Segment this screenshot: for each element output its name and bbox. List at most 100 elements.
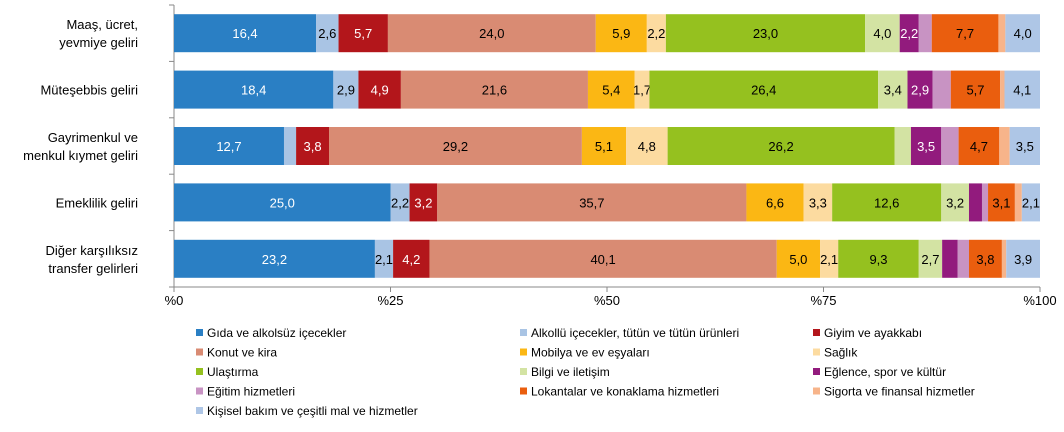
bar-segment bbox=[746, 183, 804, 222]
data-label: 2,1 bbox=[375, 252, 393, 267]
bar-segment bbox=[626, 127, 668, 165]
legend-label: Konut ve kira bbox=[207, 346, 277, 360]
legend-swatch bbox=[196, 329, 203, 336]
data-label: 12,6 bbox=[874, 195, 899, 210]
bar-segment bbox=[918, 14, 932, 53]
category-label-line: menkul kıymet geliri bbox=[23, 148, 138, 163]
bar-segment bbox=[838, 239, 919, 278]
data-label: 3,3 bbox=[809, 195, 827, 210]
legend-swatch bbox=[520, 387, 527, 395]
category-label-line: transfer gelirleri bbox=[48, 261, 138, 276]
legend-label: Sigorta ve finansal hizmetler bbox=[824, 385, 975, 399]
category-label: Gayrimenkul ve menkul kıymet geliri bbox=[23, 130, 138, 163]
category-label-line: yevmiye geliri bbox=[59, 35, 138, 50]
data-label: 4,9 bbox=[371, 83, 389, 98]
data-label: 2,9 bbox=[911, 83, 929, 98]
data-label: 40,1 bbox=[590, 252, 615, 267]
bar-segment bbox=[958, 127, 1000, 165]
data-label: 18,4 bbox=[241, 83, 266, 98]
data-label: 3,5 bbox=[1016, 139, 1034, 154]
category-label: Müteşebbis geliri bbox=[40, 83, 138, 98]
bar-segment bbox=[999, 127, 1010, 165]
bar-segment bbox=[968, 239, 1002, 278]
legend-label: Alkollü içecekler, tütün ve tütün ürünle… bbox=[531, 326, 739, 340]
data-label: 2,2 bbox=[647, 26, 665, 41]
bar-segment bbox=[941, 127, 959, 165]
legend-label: Eğitim hizmetleri bbox=[207, 385, 295, 399]
data-label: 2,1 bbox=[1022, 195, 1040, 210]
bar-segment bbox=[910, 127, 942, 165]
data-label: 3,5 bbox=[917, 139, 935, 154]
data-label: 4,0 bbox=[1014, 26, 1032, 41]
data-label: 2,1 bbox=[820, 252, 838, 267]
legend-label: Gıda ve alkolsüz içecekler bbox=[207, 326, 346, 340]
data-label: 3,4 bbox=[884, 83, 902, 98]
legend-swatch bbox=[520, 368, 527, 375]
bar-segment bbox=[649, 70, 879, 109]
bar-segment bbox=[988, 183, 1015, 222]
data-label: 9,3 bbox=[869, 252, 887, 267]
data-label: 23,0 bbox=[753, 26, 778, 41]
data-label: 5,9 bbox=[612, 26, 630, 41]
data-label: 4,0 bbox=[873, 26, 891, 41]
data-label: 2,2 bbox=[391, 195, 409, 210]
data-label: 3,2 bbox=[414, 195, 432, 210]
bar-segment bbox=[634, 70, 650, 109]
legend-label: Sağlık bbox=[824, 346, 858, 360]
data-label: 2,6 bbox=[318, 26, 336, 41]
data-label: 5,7 bbox=[966, 83, 984, 98]
data-label: 23,2 bbox=[262, 252, 287, 267]
data-label: 3,8 bbox=[976, 252, 994, 267]
bar-segment bbox=[329, 127, 582, 165]
legend-swatch bbox=[520, 329, 527, 336]
bar-segment bbox=[968, 183, 982, 222]
bar-segment bbox=[942, 239, 958, 278]
category-label: Maaş, ücret, yevmiye geliri bbox=[59, 17, 138, 50]
category-label-line: Müteşebbis geliri bbox=[40, 83, 138, 98]
bar-segment bbox=[174, 14, 317, 53]
category-label: Diğer karşılıksız transfer gelirleri bbox=[46, 243, 139, 276]
bar-segment bbox=[587, 70, 635, 109]
bar-segment bbox=[941, 183, 969, 222]
bar-segment bbox=[358, 70, 401, 109]
bar-segment bbox=[932, 70, 951, 109]
data-label: 3,2 bbox=[946, 195, 964, 210]
bar-segment bbox=[820, 239, 839, 278]
bar-segment bbox=[1021, 183, 1040, 222]
legend-swatch bbox=[196, 348, 203, 356]
bar-segment bbox=[174, 183, 391, 222]
data-label: 3,9 bbox=[1014, 252, 1032, 267]
data-label: 3,1 bbox=[992, 195, 1010, 210]
data-label: 26,4 bbox=[751, 83, 776, 98]
bar-segment bbox=[667, 127, 895, 165]
data-label: 7,7 bbox=[956, 26, 974, 41]
bar-segment bbox=[931, 14, 999, 53]
bar-segment bbox=[865, 14, 900, 53]
data-label: 2,9 bbox=[337, 83, 355, 98]
bar-segment bbox=[429, 239, 777, 278]
bar-segment bbox=[957, 239, 969, 278]
bar-segment bbox=[899, 14, 919, 53]
data-label: 4,2 bbox=[402, 252, 420, 267]
bar-segment bbox=[998, 14, 1006, 53]
legend-label: Kişisel bakım ve çeşitli mal ve hizmetle… bbox=[207, 404, 418, 418]
bar-segment bbox=[1004, 70, 1040, 109]
bar-segment bbox=[665, 14, 866, 53]
data-label: 5,1 bbox=[595, 139, 613, 154]
x-tick-label: %25 bbox=[377, 293, 403, 308]
legend-label: Mobilya ve ev eşyaları bbox=[531, 346, 650, 360]
data-label: 4,8 bbox=[638, 139, 656, 154]
data-label: 5,7 bbox=[354, 26, 372, 41]
data-label: 1,7 bbox=[633, 83, 651, 98]
bar-segment bbox=[316, 14, 339, 53]
bar-segment bbox=[646, 14, 666, 53]
data-label: 26,2 bbox=[768, 139, 793, 154]
legend-label: Bilgi ve iletişim bbox=[531, 365, 610, 379]
data-label: 5,4 bbox=[602, 83, 620, 98]
bar-segment bbox=[437, 183, 747, 222]
bar-segment bbox=[1009, 127, 1040, 165]
data-label: 25,0 bbox=[270, 195, 295, 210]
legend-swatch bbox=[196, 368, 203, 375]
data-label: 2,7 bbox=[921, 252, 939, 267]
